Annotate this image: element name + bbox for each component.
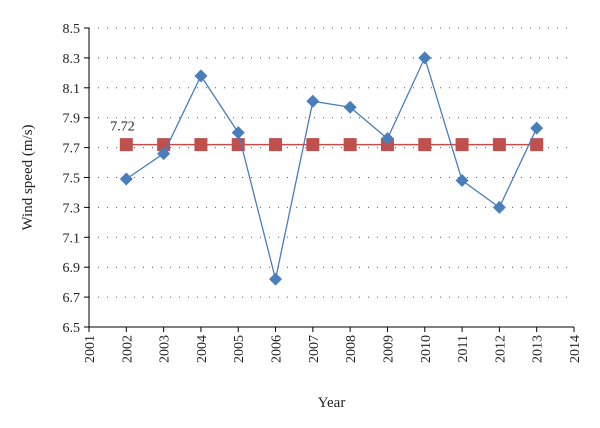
x-tick-label: 2004 (195, 335, 210, 363)
y-tick-label: 8.1 (63, 82, 81, 97)
x-tick-label: 2008 (344, 335, 359, 363)
y-tick-label: 7.3 (63, 201, 81, 216)
wind-speed-marker (343, 100, 357, 114)
average-annotation: 7.72 (110, 120, 135, 135)
y-axis-label: Wind speed (m/s) (20, 124, 36, 230)
x-tick-label: 2006 (270, 335, 285, 363)
average-marker (492, 138, 506, 152)
y-tick-label: 6.7 (63, 291, 81, 306)
average-marker (530, 138, 544, 152)
x-tick-label: 2001 (83, 335, 98, 363)
wind-speed-marker (455, 173, 469, 187)
y-tick-label: 6.5 (63, 321, 81, 336)
x-tick-label: 2011 (456, 335, 471, 362)
x-tick-label: 2013 (531, 335, 546, 363)
average-series (119, 138, 544, 152)
y-tick-labels: 6.5 6.7 6.9 7.1 7.3 7.5 7.7 7.9 8.1 8.3 8.5 (63, 22, 81, 336)
wind-speed-marker (119, 172, 133, 186)
axes (84, 27, 575, 332)
wind-speed-marker (380, 132, 394, 146)
x-tick-label: 2010 (419, 335, 434, 363)
wind-speed-marker (492, 200, 506, 214)
wind-speed-marker (530, 121, 544, 135)
y-tick-label: 7.7 (63, 142, 81, 157)
x-tick-label: 2002 (120, 335, 135, 363)
wind-speed-marker (269, 272, 283, 286)
y-tick-label: 7.9 (63, 112, 81, 127)
average-marker (306, 138, 320, 152)
y-tick-label: 8.3 (63, 52, 81, 67)
wind-speed-marker (157, 147, 171, 161)
y-tick-label: 7.1 (63, 231, 81, 246)
x-tick-label: 2012 (493, 335, 508, 363)
y-tick-label: 8.5 (63, 22, 81, 37)
wind-speed-marker (306, 94, 320, 108)
average-marker (455, 138, 469, 152)
x-tick-label: 2003 (158, 335, 173, 363)
x-tick-label: 2007 (307, 335, 322, 363)
y-tick-label: 7.5 (63, 172, 81, 187)
grid-lines (89, 27, 574, 298)
wind-speed-marker (418, 51, 432, 65)
wind-speed-series (119, 51, 544, 286)
average-marker (343, 138, 357, 152)
average-marker (269, 138, 283, 152)
y-tick-label: 6.9 (63, 261, 81, 276)
average-marker (194, 138, 208, 152)
x-tick-label: 2009 (381, 335, 396, 363)
x-tick-label: 2014 (568, 335, 583, 363)
x-tick-label: 2005 (232, 335, 247, 363)
x-tick-labels: 2001 2002 2003 2004 2005 2006 2007 2008 2009 2010… (83, 335, 583, 363)
wind-speed-marker (231, 126, 245, 140)
wind-speed-marker (194, 69, 208, 83)
average-marker (418, 138, 432, 152)
x-axis-label: Year (318, 395, 346, 411)
average-marker (119, 138, 133, 152)
wind-speed-line (125, 56, 538, 280)
